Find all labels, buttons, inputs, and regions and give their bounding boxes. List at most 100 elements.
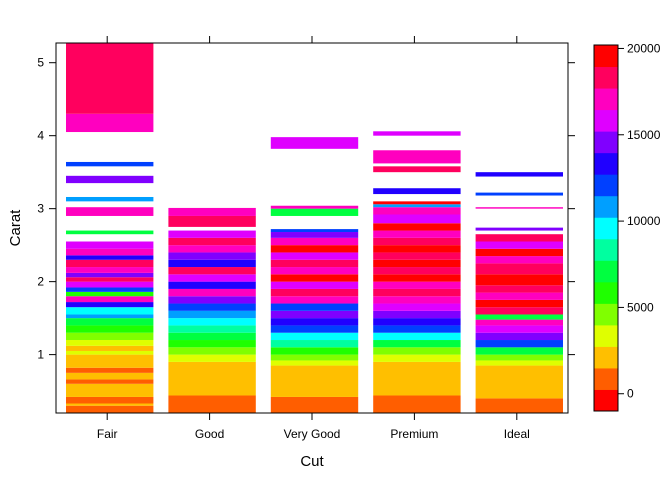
heatmap-cell: [373, 259, 461, 268]
colorbar-tick-label: 0: [627, 387, 634, 401]
colorbar-segment: [594, 131, 618, 154]
heatmap-cell: [66, 196, 154, 202]
heatmap-cell: [168, 318, 256, 326]
heatmap-cell: [168, 274, 256, 282]
axes: Fair Good Very Good Premium Ideal 1 2 3 4 5: [37, 36, 575, 441]
x-tick-label: Very Good: [284, 427, 341, 441]
heatmap-cell: [66, 113, 154, 133]
heatmap-cell: [475, 256, 563, 264]
heatmap-cell: [168, 332, 256, 341]
heatmap-cell: [168, 252, 256, 260]
y-axis-title: Carat: [7, 209, 24, 247]
heatmap-cell: [270, 137, 359, 149]
heatmap-cell: [475, 227, 563, 231]
colorbar-segment: [594, 367, 618, 390]
heatmap-cell: [475, 292, 563, 300]
heatmap-cell: [475, 248, 563, 257]
heatmap-cell: [373, 288, 461, 297]
heatmap-cell: [66, 325, 154, 333]
colorbar-segment: [594, 66, 618, 89]
heatmap-cell: [168, 215, 256, 227]
colorbar-segment: [594, 324, 618, 347]
heatmap-cell: [66, 175, 154, 184]
heatmap-cell: [66, 277, 154, 282]
heatmap-cell: [373, 214, 461, 224]
heatmap-cell: [66, 248, 154, 256]
heatmap-cell: [168, 325, 256, 333]
heatmap-cell: [270, 340, 359, 348]
heatmap-cell: [373, 223, 461, 231]
heatmap-cell: [168, 310, 256, 319]
heatmap-cell: [168, 281, 256, 289]
heatmap-cell: [168, 237, 256, 246]
colorbar-tick-label: 15000: [627, 128, 661, 142]
heatmap-cell: [66, 403, 154, 406]
heatmap-cell: [66, 372, 154, 380]
heatmap-cell: [270, 318, 359, 326]
y-tick-label: 3: [37, 202, 44, 216]
colorbar-tick-label: 5000: [627, 300, 654, 314]
heatmap-cell: [270, 354, 359, 361]
heatmap-cell: [270, 303, 359, 311]
colorbar-segment: [594, 389, 618, 412]
heatmap-cell: [373, 204, 461, 208]
heatmap-cell: [373, 188, 461, 195]
heatmap-cell: [373, 310, 461, 319]
colorbar-segment: [594, 346, 618, 369]
heatmap-cell: [66, 383, 154, 397]
heatmap-cell: [270, 245, 359, 253]
heatmap-cell: [66, 259, 154, 268]
heatmap-cell: [66, 318, 154, 326]
heatmap-cell: [373, 361, 461, 396]
heatmap-cell: [66, 314, 154, 319]
heatmap-cell: [475, 263, 563, 275]
heatmap-cell: [373, 166, 461, 173]
heatmap-cell: [373, 325, 461, 333]
heatmap-cell: [270, 296, 359, 304]
heatmap-cell: [373, 237, 461, 246]
colorbar-segment: [594, 109, 618, 132]
heatmap-cell: [66, 379, 154, 384]
heatmap-cell: [373, 245, 461, 253]
heatmap-cell: [475, 241, 563, 249]
x-axis-title: Cut: [300, 453, 324, 470]
heatmap-cell: [66, 161, 154, 167]
colorbar-segment: [594, 281, 618, 304]
heatmap-cell: [168, 361, 256, 396]
heatmap-cell: [66, 307, 154, 315]
heatmap-cell: [475, 347, 563, 355]
x-tick-label: Premium: [390, 427, 438, 441]
heatmap-cell: [66, 207, 154, 216]
heatmap-cell: [168, 354, 256, 362]
heatmap-cell: [66, 230, 154, 235]
heatmap-cell: [373, 274, 461, 282]
heatmap-cell: [66, 272, 154, 278]
heatmap-cell: [66, 340, 154, 346]
heatmap-cell: [168, 230, 256, 238]
heatmap-cell: [66, 367, 154, 373]
heatmap-cell: [373, 207, 461, 215]
heatmap-cell: [66, 302, 154, 308]
heatmap-cell: [475, 360, 563, 366]
x-tick-label: Ideal: [504, 427, 530, 441]
heatmap-cell: [168, 296, 256, 304]
heatmap-cell: [66, 354, 154, 368]
colorbar-segment: [594, 195, 618, 218]
heatmap-cell: [270, 281, 359, 289]
heatmap-cell: [475, 325, 563, 333]
heatmap-cell: [373, 395, 461, 413]
heatmap-cell: [475, 314, 563, 320]
heatmap-cell: [475, 274, 563, 286]
heatmap-cell: [270, 396, 359, 413]
heatmap-cell: [66, 332, 154, 341]
heatmap-cell: [270, 229, 359, 233]
heatmap-cell: [270, 237, 359, 246]
heatmap-cell: [66, 405, 154, 413]
colorbar-tick-label: 20000: [627, 41, 661, 55]
heatmap-cell: [373, 340, 461, 348]
heatmap-cell: [168, 288, 256, 297]
heatmap-cell: [270, 205, 359, 209]
heatmap-cell: [373, 252, 461, 260]
x-tick-label: Good: [195, 427, 224, 441]
